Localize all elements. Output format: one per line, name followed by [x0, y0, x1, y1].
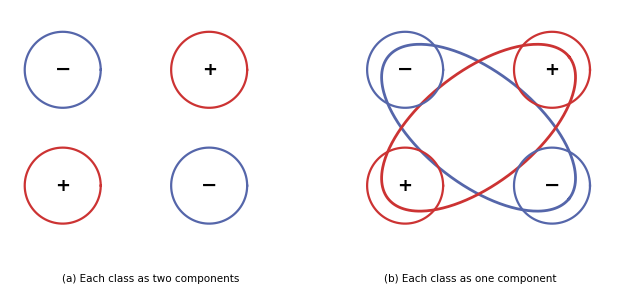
- Text: −: −: [54, 60, 71, 79]
- Text: −: −: [201, 176, 218, 195]
- Text: +: +: [55, 177, 70, 195]
- Text: −: −: [544, 176, 560, 195]
- Text: +: +: [397, 177, 413, 195]
- Text: (a) Each class as two components: (a) Each class as two components: [61, 274, 239, 284]
- Text: −: −: [397, 60, 413, 79]
- Text: +: +: [202, 61, 217, 79]
- Text: (b) Each class as one component: (b) Each class as one component: [384, 274, 557, 284]
- Text: +: +: [545, 61, 559, 79]
